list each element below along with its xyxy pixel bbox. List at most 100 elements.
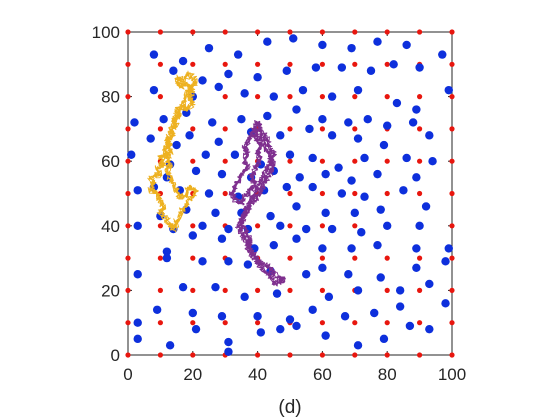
red-point <box>222 29 228 35</box>
blue-point <box>204 189 214 198</box>
blue-point <box>402 153 411 163</box>
blue-point <box>318 115 327 124</box>
red-point <box>222 320 228 326</box>
red-point <box>190 287 196 293</box>
blue-point <box>276 221 285 230</box>
blue-point <box>347 244 356 253</box>
blue-point <box>133 270 142 279</box>
red-point <box>352 29 358 35</box>
red-point <box>287 352 293 358</box>
blue-point <box>441 299 450 308</box>
red-point <box>222 94 228 100</box>
red-point <box>125 158 131 164</box>
blue-point <box>211 282 220 292</box>
blue-point <box>191 324 201 334</box>
blue-point <box>282 66 291 75</box>
blue-point <box>363 115 372 124</box>
blue-point <box>412 244 421 253</box>
blue-point <box>373 169 382 179</box>
blue-point <box>292 202 301 211</box>
x-tick-label: 100 <box>438 365 466 384</box>
y-tick-label: 0 <box>111 346 120 365</box>
blue-point <box>327 92 337 101</box>
red-point <box>287 223 293 229</box>
blue-point <box>276 324 285 334</box>
red-point <box>222 126 228 132</box>
blue-point <box>146 134 155 143</box>
red-point <box>449 320 455 326</box>
blue-point <box>256 328 266 337</box>
blue-point <box>308 182 317 192</box>
red-point <box>319 61 325 67</box>
blue-point <box>415 63 424 72</box>
blue-dot-series <box>127 34 453 356</box>
yellow-path-trace-fill <box>147 70 199 233</box>
red-point <box>449 94 455 100</box>
blue-point <box>208 118 217 127</box>
blue-point <box>130 118 139 127</box>
blue-point <box>243 260 253 269</box>
blue-point <box>191 166 201 176</box>
red-point <box>287 190 293 197</box>
y-tick-label: 100 <box>92 23 120 42</box>
blue-point <box>133 221 142 230</box>
red-point <box>352 255 358 261</box>
blue-point <box>383 121 392 130</box>
blue-point <box>373 240 382 250</box>
blue-point <box>444 85 453 95</box>
red-point <box>287 255 293 261</box>
blue-point <box>327 131 337 140</box>
purple-path-trace-fill <box>228 120 286 287</box>
blue-point <box>360 153 369 163</box>
x-tick-label: 60 <box>313 365 332 384</box>
red-point <box>287 61 293 67</box>
red-point <box>417 320 423 326</box>
red-point <box>384 29 390 35</box>
blue-point <box>214 82 223 92</box>
x-tick-label: 80 <box>378 365 397 384</box>
blue-point <box>383 221 392 230</box>
blue-point <box>302 224 311 234</box>
blue-point <box>327 224 337 234</box>
red-point <box>287 126 293 132</box>
red-point <box>125 287 131 293</box>
blue-point <box>149 50 159 59</box>
blue-point <box>395 286 405 295</box>
blue-point <box>266 211 275 221</box>
red-point <box>417 158 423 164</box>
blue-point <box>324 292 334 302</box>
blue-point <box>353 134 363 143</box>
blue-point <box>233 50 243 59</box>
blue-point <box>272 289 282 298</box>
red-point <box>319 29 325 35</box>
blue-point <box>224 224 233 234</box>
red-point <box>255 94 261 100</box>
blue-point <box>402 40 411 50</box>
blue-point <box>340 312 350 321</box>
blue-point <box>253 73 262 82</box>
blue-point <box>311 63 321 72</box>
blue-point <box>282 182 291 192</box>
random-walk-series <box>147 70 286 287</box>
blue-point <box>405 321 415 331</box>
red-point <box>384 287 390 293</box>
blue-point <box>263 111 272 121</box>
blue-point <box>350 208 359 218</box>
blue-point <box>211 208 220 218</box>
red-point <box>190 352 196 358</box>
blue-point <box>292 321 301 331</box>
red-point <box>222 61 228 67</box>
red-point <box>190 255 196 261</box>
red-point <box>319 320 325 326</box>
blue-point <box>395 302 405 311</box>
red-point <box>255 61 261 67</box>
blue-point <box>178 56 188 66</box>
red-point <box>417 352 423 358</box>
blue-point <box>360 192 369 201</box>
blue-point <box>421 202 431 211</box>
blue-point <box>370 308 379 318</box>
red-point <box>287 29 293 35</box>
red-point <box>157 61 163 67</box>
figure-caption: (d) <box>278 397 301 418</box>
red-point <box>222 190 228 197</box>
